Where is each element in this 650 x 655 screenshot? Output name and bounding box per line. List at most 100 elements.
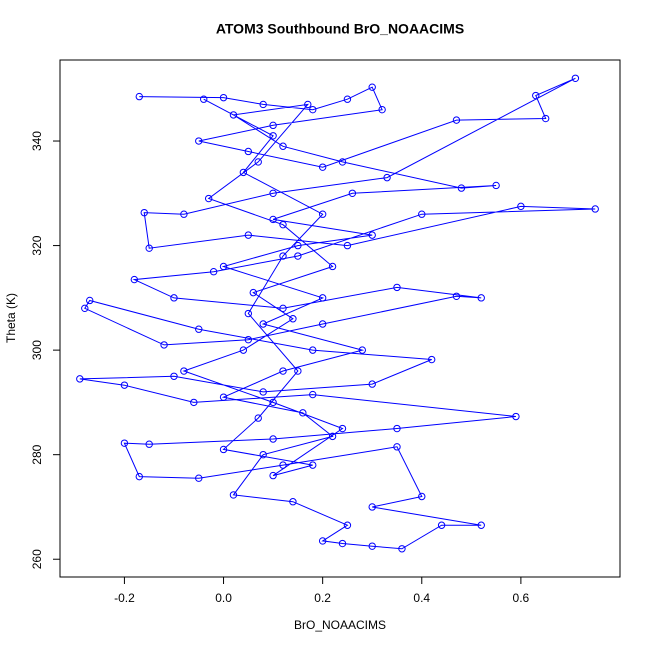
data-point [170, 294, 178, 302]
data-point [259, 450, 267, 459]
data-point [219, 445, 228, 454]
data-point [378, 105, 386, 114]
data-point [383, 173, 391, 182]
y-axis-label: Theta (K) [4, 293, 18, 343]
data-point [244, 147, 253, 156]
data-point [86, 296, 94, 305]
data-point [279, 461, 287, 469]
data-point [328, 262, 337, 271]
data-point [229, 491, 238, 499]
chart-title: ATOM3 Southbound BrO_NOAACIMS [216, 21, 464, 37]
data-point [517, 202, 525, 211]
data-point [135, 472, 143, 481]
data-point [204, 194, 213, 203]
data-point [309, 105, 317, 114]
y-tick-label: 300 [30, 340, 44, 360]
data-point [418, 492, 426, 501]
x-tick-label: 0.0 [215, 591, 232, 605]
data-point [254, 414, 262, 422]
x-axis-label: BrO_NOAACIMS [294, 618, 386, 632]
data-point [348, 189, 357, 198]
data-point [244, 335, 253, 344]
data-point [160, 341, 168, 349]
data-point [76, 375, 84, 383]
data-point [289, 498, 297, 506]
data-point [532, 91, 540, 100]
data-point [368, 542, 376, 550]
data-point [492, 181, 500, 190]
data-point [358, 346, 367, 354]
data-point [279, 252, 287, 260]
data-point [309, 390, 317, 399]
data-point [269, 398, 277, 407]
data-point [145, 244, 153, 252]
data-point [427, 355, 436, 364]
data-point [393, 424, 401, 433]
data-point [259, 320, 267, 328]
data-point [279, 367, 287, 375]
data-point [452, 116, 461, 124]
data-point [249, 288, 257, 297]
data-point [244, 231, 253, 239]
data-point [368, 231, 376, 239]
y-tick-label: 280 [30, 444, 44, 464]
data-point [309, 461, 317, 469]
data-point [512, 412, 520, 421]
data-point [219, 262, 228, 271]
plot-frame [59, 59, 621, 578]
data-point [343, 95, 352, 103]
data-point [452, 292, 461, 300]
data-point [244, 309, 253, 318]
data-point [299, 409, 307, 417]
data-point [209, 268, 218, 276]
data-point [571, 74, 580, 82]
data-point [477, 521, 485, 529]
data-point [289, 315, 297, 323]
data-point [477, 294, 485, 302]
data-point [338, 424, 347, 433]
data-point [269, 132, 277, 140]
data-point [343, 521, 352, 529]
data-point [180, 210, 188, 218]
data-point [318, 294, 327, 302]
data-point [190, 398, 198, 407]
data-point [135, 92, 143, 101]
data-point [239, 346, 248, 354]
data-point [591, 205, 599, 213]
data-point [120, 381, 129, 389]
y-tick-label: 340 [30, 131, 44, 151]
data-point [294, 252, 302, 260]
data-point [418, 210, 426, 218]
data-point [269, 121, 277, 130]
data-point [279, 142, 287, 150]
data-point [81, 304, 89, 313]
data-point [541, 114, 550, 123]
x-tick-label: 0.6 [513, 591, 530, 605]
data-point [393, 283, 401, 292]
data-point [195, 325, 203, 333]
x-tick-label: 0.2 [314, 591, 331, 605]
data-point [328, 432, 337, 441]
data-point [294, 241, 302, 250]
data-point [338, 158, 347, 166]
data-point [309, 346, 317, 354]
data-point [279, 304, 287, 313]
y-tick-label: 260 [30, 549, 44, 569]
data-point [269, 471, 277, 480]
series-line [79, 77, 596, 550]
data-point [368, 380, 376, 388]
data-point [229, 111, 238, 119]
data-point [239, 168, 248, 177]
data-point [180, 367, 188, 375]
data-point [269, 215, 277, 224]
data-point [170, 372, 178, 380]
data-point [279, 220, 287, 229]
data-point [269, 435, 277, 443]
data-point [368, 83, 376, 91]
data-point [304, 100, 312, 109]
data-point [254, 158, 262, 166]
data-point [259, 388, 267, 396]
data-point [120, 439, 129, 447]
data-point [219, 93, 228, 102]
